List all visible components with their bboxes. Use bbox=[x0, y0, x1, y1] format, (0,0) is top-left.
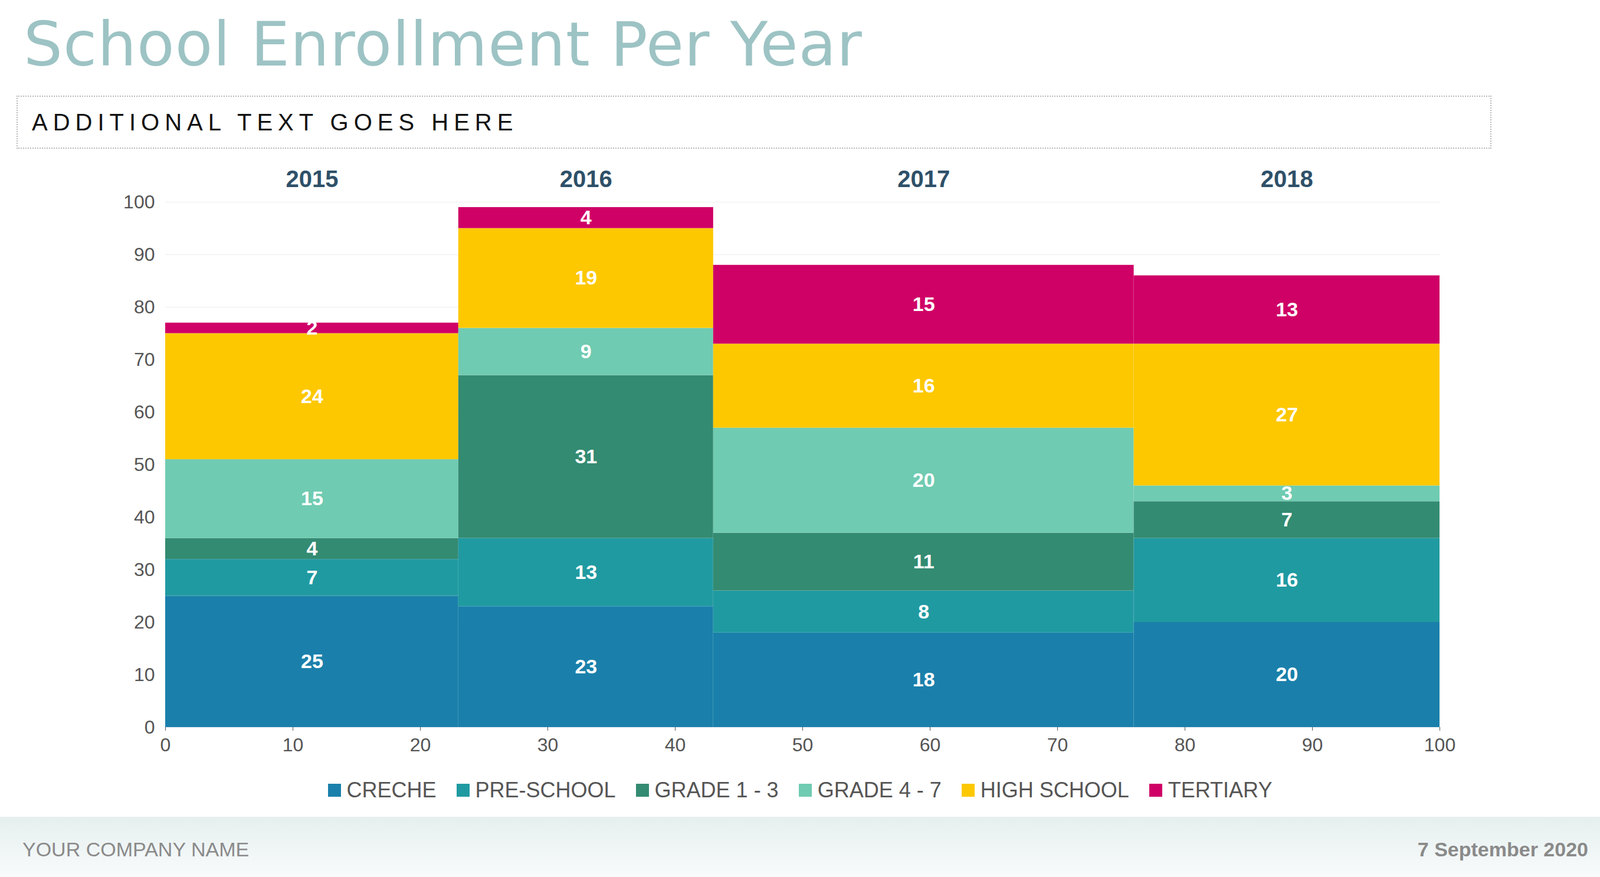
svg-text:60: 60 bbox=[919, 733, 942, 756]
svg-text:16: 16 bbox=[1275, 568, 1298, 591]
svg-text:15: 15 bbox=[912, 292, 936, 316]
svg-text:80: 80 bbox=[133, 296, 156, 318]
html-text:YOUR COMPANY NAME: YOUR COMPANY NAME bbox=[22, 837, 250, 861]
svg-text:24: 24 bbox=[300, 384, 324, 408]
svg-text:11: 11 bbox=[913, 549, 935, 573]
svg-text:60: 60 bbox=[133, 401, 156, 423]
svg-text:40: 40 bbox=[664, 733, 687, 756]
svg-text:90: 90 bbox=[133, 243, 156, 265]
svg-text:19: 19 bbox=[574, 266, 598, 289]
svg-text:20: 20 bbox=[410, 733, 432, 756]
html-text:TERTIARY: TERTIARY bbox=[1168, 777, 1273, 802]
svg-text:8: 8 bbox=[917, 600, 930, 623]
html-text:GRADE 4 - 7: GRADE 4 - 7 bbox=[817, 777, 942, 802]
svg-text:9: 9 bbox=[580, 339, 592, 363]
svg-text:27: 27 bbox=[1275, 402, 1298, 426]
svg-text:2017: 2017 bbox=[897, 165, 950, 192]
svg-text:100: 100 bbox=[1424, 733, 1456, 756]
html-text:CRECHE: CRECHE bbox=[346, 777, 437, 802]
svg-text:31: 31 bbox=[574, 444, 598, 468]
svg-text:4: 4 bbox=[306, 536, 318, 560]
svg-text:2: 2 bbox=[306, 316, 318, 339]
html-text:HIGH SCHOOL: HIGH SCHOOL bbox=[980, 777, 1130, 802]
svg-text:20: 20 bbox=[1275, 662, 1298, 685]
svg-text:20: 20 bbox=[912, 468, 936, 491]
svg-text:30: 30 bbox=[537, 733, 559, 756]
svg-text:18: 18 bbox=[912, 667, 936, 691]
html-text:PRE-SCHOOL: PRE-SCHOOL bbox=[475, 777, 616, 802]
svg-text:80: 80 bbox=[1174, 733, 1196, 756]
html-text:GRADE 1 - 3: GRADE 1 - 3 bbox=[654, 777, 779, 802]
html-text:ADDITIONAL TEXT GOES HERE: ADDITIONAL TEXT GOES HERE bbox=[31, 109, 519, 136]
svg-text:50: 50 bbox=[792, 733, 814, 756]
svg-text:25: 25 bbox=[300, 649, 324, 672]
svg-text:2018: 2018 bbox=[1260, 165, 1314, 192]
svg-text:70: 70 bbox=[1047, 733, 1069, 756]
svg-text:40: 40 bbox=[133, 506, 156, 528]
svg-text:2015: 2015 bbox=[285, 165, 339, 192]
svg-text:10: 10 bbox=[133, 663, 156, 685]
svg-text:0: 0 bbox=[160, 733, 172, 756]
svg-text:100: 100 bbox=[123, 191, 155, 213]
svg-text:23: 23 bbox=[574, 654, 598, 678]
svg-text:50: 50 bbox=[133, 453, 156, 475]
svg-text:10: 10 bbox=[282, 733, 304, 756]
svg-text:20: 20 bbox=[133, 611, 156, 633]
html-text:School Enrollment Per Year: School Enrollment Per Year bbox=[23, 8, 863, 81]
svg-text:7: 7 bbox=[306, 565, 318, 589]
svg-text:90: 90 bbox=[1302, 733, 1324, 756]
svg-text:15: 15 bbox=[300, 486, 324, 510]
svg-text:3: 3 bbox=[1281, 481, 1293, 504]
svg-text:2016: 2016 bbox=[559, 165, 613, 192]
html-text:7 September 2020: 7 September 2020 bbox=[1417, 837, 1589, 861]
svg-text:7: 7 bbox=[1281, 507, 1293, 531]
svg-text:70: 70 bbox=[133, 348, 156, 370]
svg-text:13: 13 bbox=[1275, 297, 1298, 321]
svg-text:30: 30 bbox=[133, 558, 156, 580]
svg-text:4: 4 bbox=[580, 205, 592, 229]
svg-text:0: 0 bbox=[144, 716, 156, 738]
svg-text:13: 13 bbox=[574, 560, 598, 583]
svg-text:16: 16 bbox=[912, 374, 936, 397]
